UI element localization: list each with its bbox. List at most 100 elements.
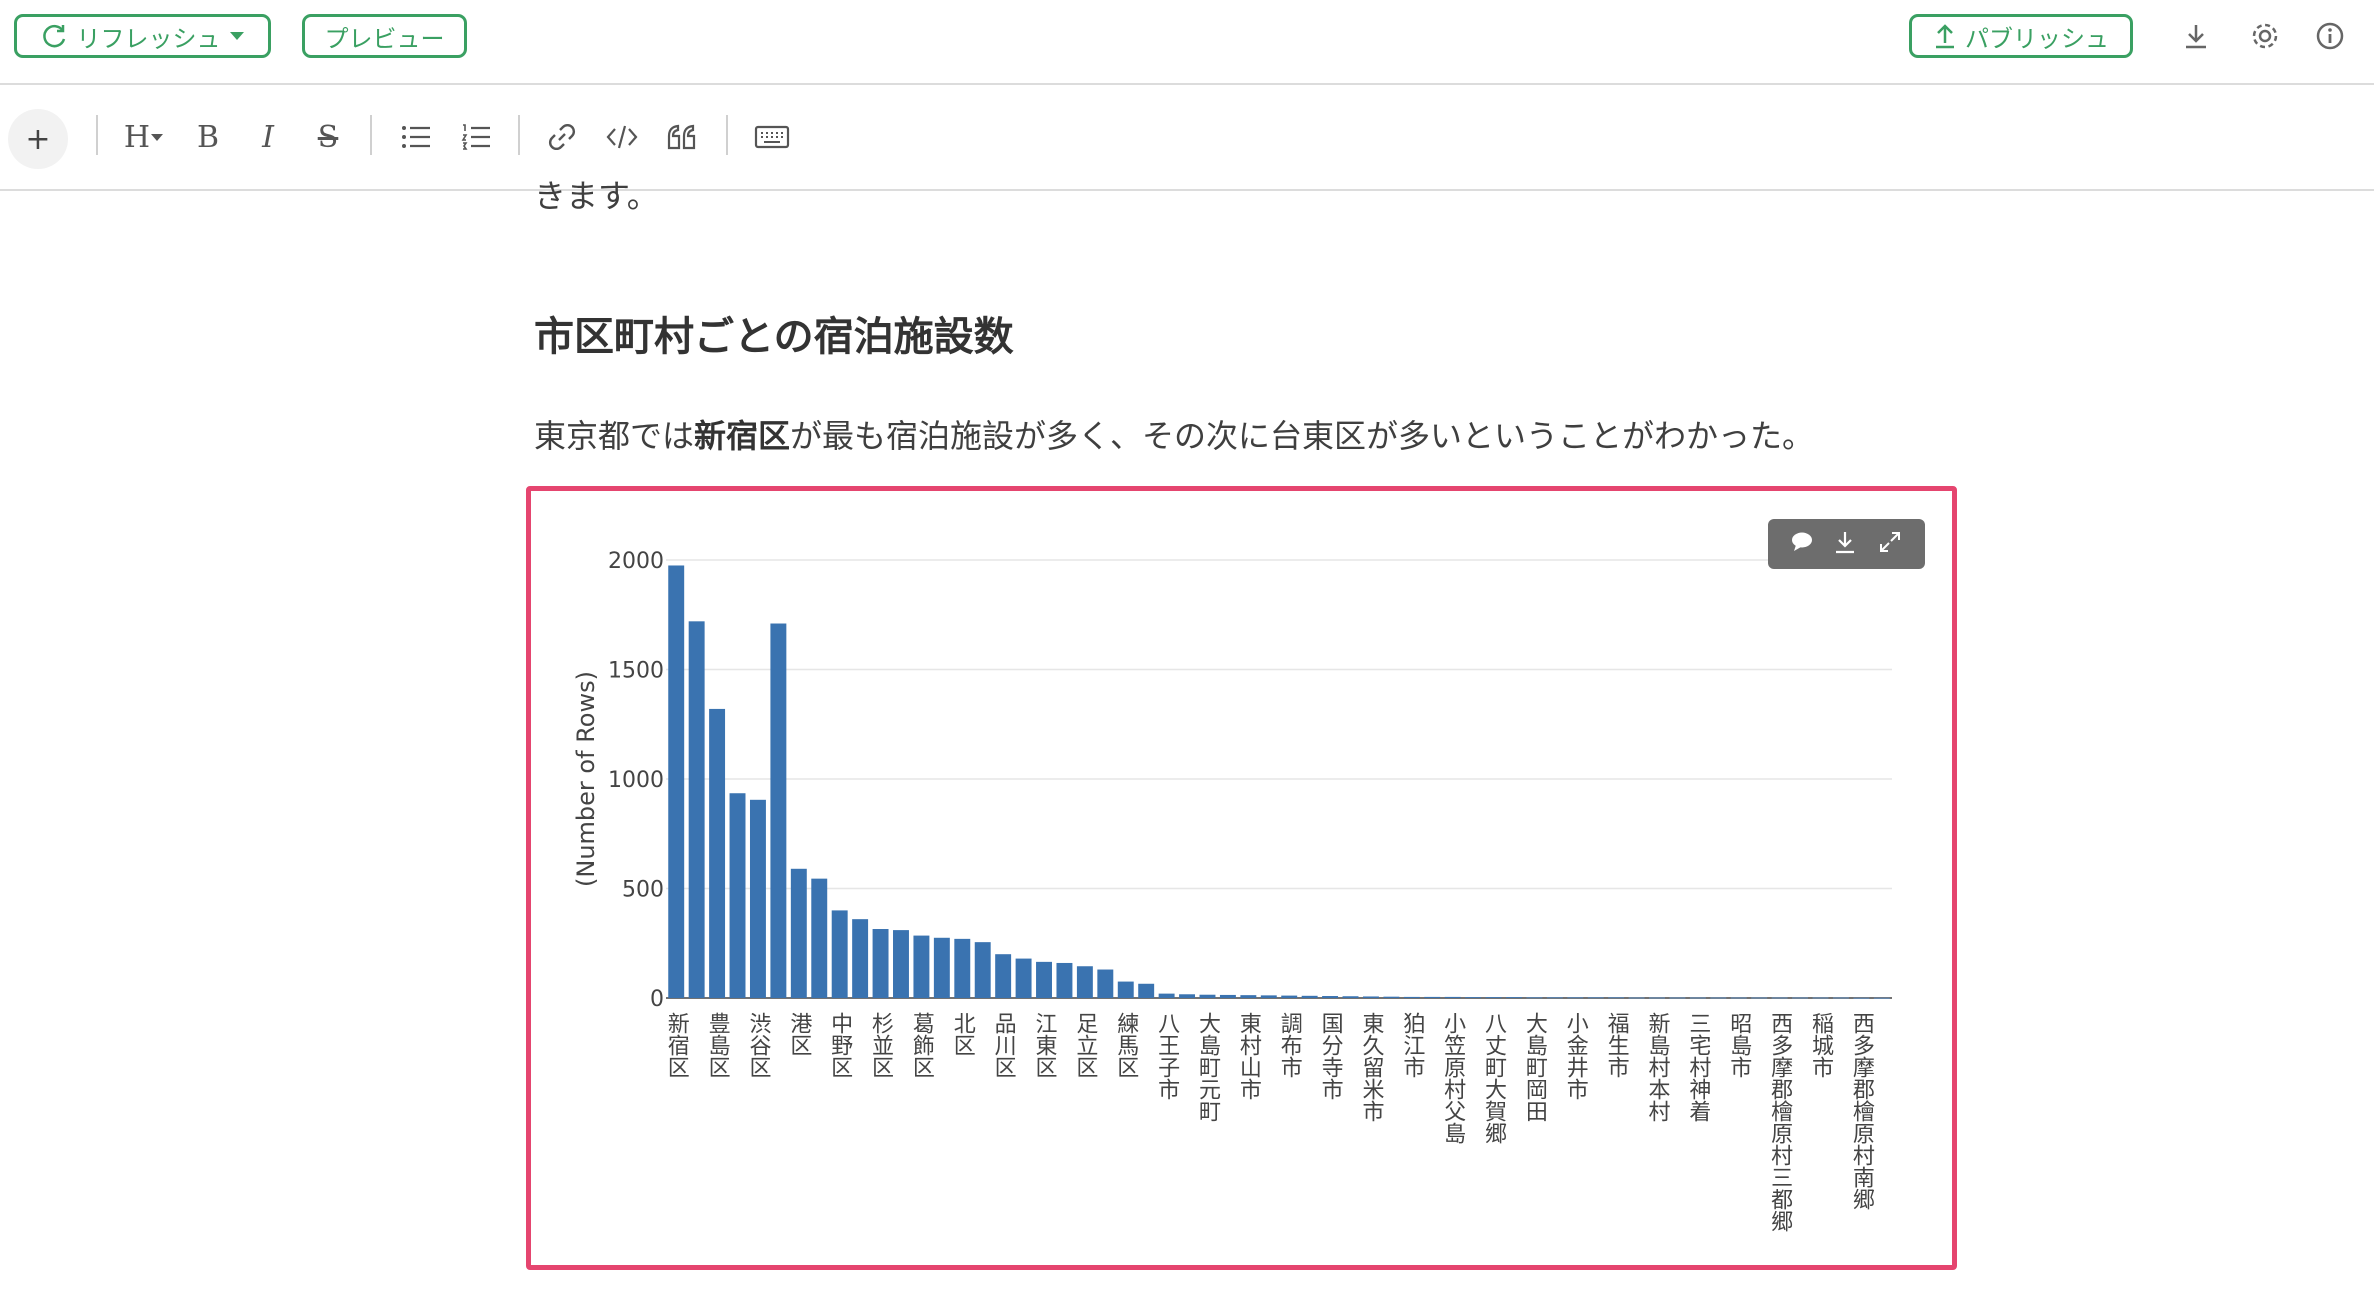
- x-tick-label: 稲城市: [1808, 1012, 1834, 1078]
- chart-bar: [995, 954, 1012, 998]
- section-heading: 市区町村ごとの宿泊施設数: [534, 314, 1014, 360]
- chart-toolbar: [1768, 519, 1925, 569]
- chart-bar: [790, 868, 807, 998]
- chart-bar: [872, 929, 889, 998]
- chart-bar: [1424, 996, 1441, 998]
- chart-bar: [1689, 997, 1706, 999]
- toolbar-divider: [518, 115, 520, 155]
- x-tick-label: 西多摩郡檜原村三都郷: [1767, 1012, 1793, 1232]
- chart-bar: [1158, 993, 1175, 998]
- y-tick-label: 1000: [608, 768, 664, 793]
- x-tick-label: 新島村本村: [1645, 1012, 1671, 1122]
- link-icon: [549, 124, 575, 150]
- numbered-list-button[interactable]: [456, 117, 496, 157]
- chart-bar: [1608, 997, 1625, 999]
- chart-bar: [893, 930, 909, 998]
- numbered-list-icon: [461, 124, 490, 150]
- refresh-label: リフレッシュ: [76, 24, 221, 53]
- chart-bar: [770, 623, 787, 998]
- chart-bar: [852, 919, 869, 998]
- chart-bar: [933, 937, 950, 998]
- publish-label: パブリッシュ: [1965, 24, 2109, 53]
- strikethrough-button[interactable]: S: [308, 117, 348, 157]
- x-tick-label: 狛江市: [1399, 1012, 1425, 1078]
- expand-icon[interactable]: [1877, 529, 1903, 559]
- publish-button[interactable]: パブリッシュ: [1909, 14, 2133, 58]
- chart-bar: [1587, 997, 1604, 999]
- chart-bar: [1199, 994, 1216, 998]
- quote-button[interactable]: [662, 117, 702, 157]
- preview-label: プレビュー: [324, 24, 445, 53]
- comment-icon[interactable]: [1790, 531, 1814, 557]
- x-tick-label: 中野区: [827, 1012, 853, 1078]
- y-tick-label: 500: [622, 878, 664, 903]
- keyboard-button[interactable]: [750, 117, 794, 157]
- bullet-list-button[interactable]: [396, 117, 436, 157]
- y-tick-label: 1500: [608, 659, 664, 684]
- refresh-button[interactable]: リフレッシュ: [14, 14, 271, 58]
- chart-bar: [1485, 997, 1502, 998]
- paragraph-text-post: が最も宿泊施設が多く、その次に台東区が多いということがわかった。: [790, 417, 1815, 455]
- chart-bar: [1260, 995, 1277, 998]
- italic-button[interactable]: I: [248, 117, 288, 157]
- chart-bar: [913, 935, 930, 998]
- x-tick-label: 新宿区: [664, 1012, 690, 1078]
- chart-bar: [1812, 997, 1829, 999]
- chart-bar: [1751, 997, 1768, 999]
- preview-button[interactable]: プレビュー: [302, 14, 467, 58]
- download-icon[interactable]: [2178, 18, 2214, 54]
- italic-label: I: [262, 119, 274, 155]
- chart-bar: [1771, 997, 1788, 999]
- x-tick-label: 小金井市: [1563, 1012, 1589, 1100]
- add-block-button[interactable]: +: [8, 109, 68, 169]
- plus-label: +: [25, 121, 51, 157]
- chart-bar: [811, 878, 828, 998]
- top-bar: リフレッシュ プレビュー パブリッシュ: [0, 0, 2374, 85]
- x-tick-label: 大島町元町: [1195, 1012, 1221, 1122]
- x-tick-label: 足立区: [1072, 1012, 1098, 1078]
- y-axis-label: (Number of Rows): [572, 671, 600, 887]
- download-icon[interactable]: [1833, 529, 1857, 559]
- toolbar-divider: [370, 115, 372, 155]
- x-tick-label: 東村山市: [1236, 1012, 1262, 1100]
- chart-bar: [1444, 996, 1461, 998]
- gear-icon[interactable]: [2247, 18, 2283, 54]
- description-paragraph: 東京都では新宿区が最も宿泊施設が多く、その次に台東区が多いということがわかった。: [534, 411, 1814, 457]
- chart-bar: [1362, 996, 1379, 998]
- editor-toolbar: + H B I S: [0, 85, 2374, 191]
- x-tick-label: 江東区: [1032, 1012, 1058, 1078]
- chart-bar: [1219, 994, 1236, 998]
- x-tick-label: 渋谷区: [745, 1012, 771, 1078]
- chart-bar: [954, 938, 971, 998]
- chart-bar: [1403, 996, 1420, 998]
- paragraph-bold: 新宿区: [694, 417, 791, 455]
- chart-bar: [1097, 969, 1114, 998]
- x-tick-label: 豊島区: [705, 1012, 730, 1078]
- paragraph-text-pre: 東京都では: [534, 417, 695, 455]
- chart-bar: [1117, 981, 1134, 998]
- chart-bar: [1567, 997, 1584, 999]
- info-icon[interactable]: [2312, 18, 2348, 54]
- x-tick-label: 三宅村神着: [1685, 1012, 1711, 1122]
- chart-bar: [1036, 961, 1052, 998]
- chart-bar: [729, 793, 746, 998]
- x-tick-label: 昭島市: [1726, 1012, 1751, 1078]
- chart-bar: [1526, 997, 1543, 999]
- chart-bar: [1015, 958, 1032, 998]
- bold-button[interactable]: B: [188, 117, 228, 157]
- heading-button[interactable]: H: [118, 117, 170, 157]
- chart-bar: [1730, 997, 1747, 999]
- x-tick-label: 北区: [950, 1012, 976, 1056]
- link-button[interactable]: [542, 117, 582, 157]
- caret-down-icon: [151, 134, 164, 141]
- chart-bar: [974, 942, 991, 998]
- chart-bar: [1301, 995, 1318, 998]
- code-button[interactable]: [602, 117, 642, 157]
- quote-icon: [667, 124, 696, 150]
- chart-bar: [1649, 997, 1665, 999]
- x-tick-label: 福生市: [1604, 1012, 1630, 1078]
- chart-bar: [688, 621, 705, 998]
- chart-bar: [1873, 997, 1890, 999]
- chart-bar: [1628, 997, 1645, 999]
- chart-bar: [1383, 996, 1400, 998]
